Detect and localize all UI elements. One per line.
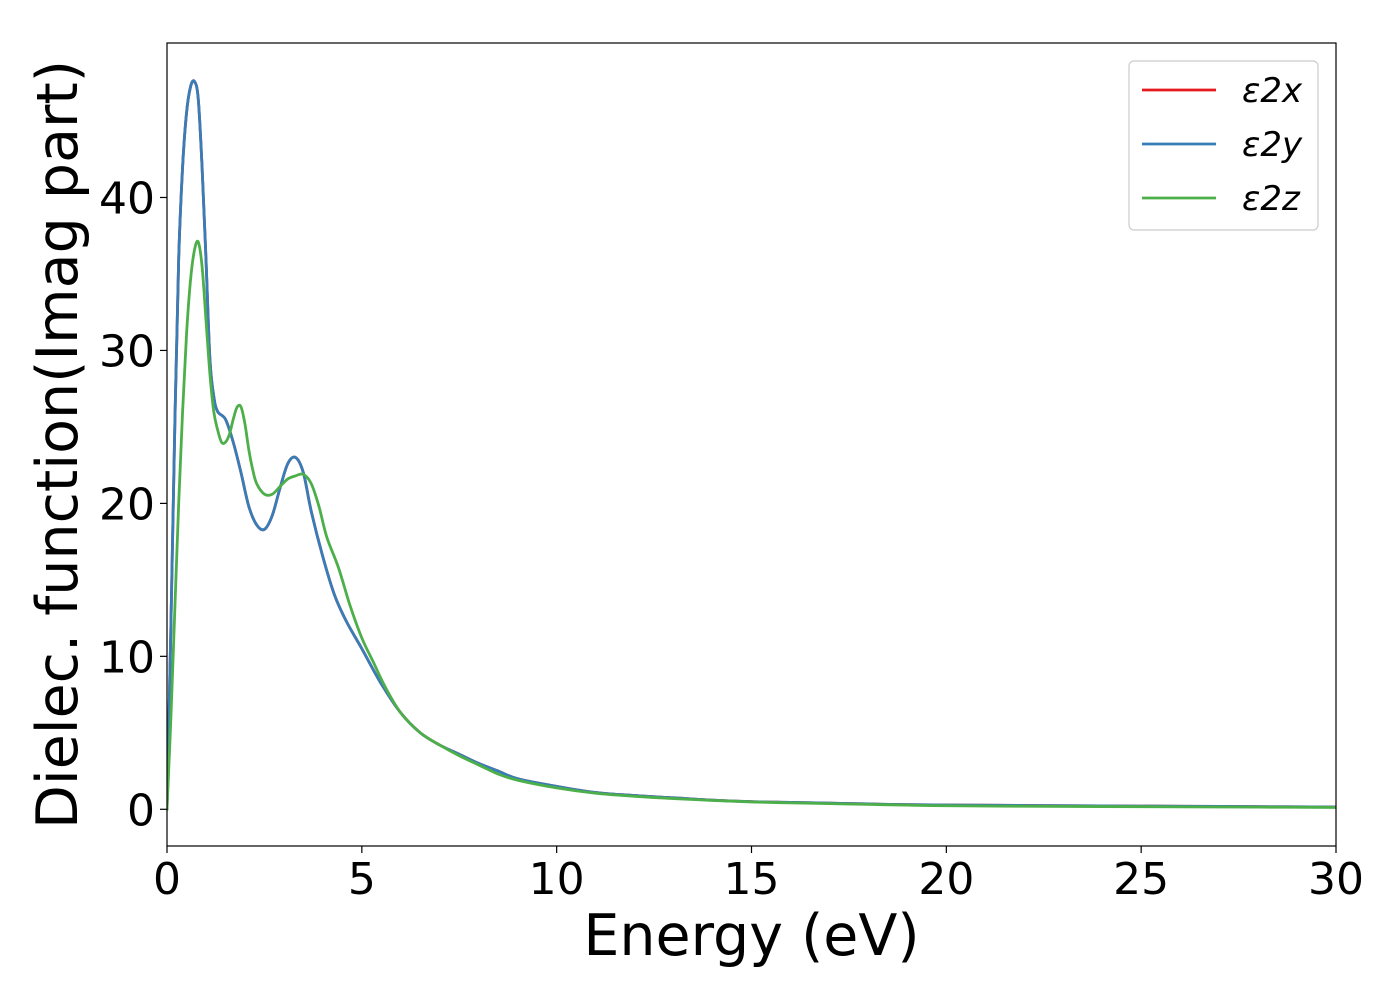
x-tick-label: 5 — [348, 854, 376, 905]
x-axis-label: Energy (eV) — [583, 903, 919, 969]
legend-label-1: ε2y — [1242, 125, 1303, 165]
legend-box — [1128, 60, 1319, 231]
x-tick-label: 30 — [1308, 854, 1364, 905]
y-tick-label: 40 — [99, 173, 155, 224]
y-axis-ticks: 0 10 20 30 40 — [99, 173, 167, 836]
y-tick-label: 0 — [127, 785, 155, 836]
series-line-2 — [167, 239, 1336, 811]
legend-label-0: ε2x — [1242, 71, 1303, 111]
y-axis-label: Dielec. function(Imag part) — [25, 60, 91, 829]
legend: ε2x ε2y ε2z — [1128, 60, 1319, 231]
x-tick-label: 25 — [1113, 854, 1169, 905]
series-group — [167, 79, 1336, 811]
x-tick-label: 15 — [724, 854, 780, 905]
x-tick-label: 10 — [529, 854, 585, 905]
x-axis-ticks: 0 5 10 15 20 25 30 — [153, 846, 1364, 905]
y-tick-label: 20 — [99, 479, 155, 530]
legend-label-2: ε2z — [1242, 179, 1301, 219]
x-tick-label: 0 — [153, 854, 181, 905]
x-tick-label: 20 — [918, 854, 974, 905]
y-tick-label: 10 — [99, 632, 155, 683]
y-tick-label: 30 — [99, 326, 155, 377]
